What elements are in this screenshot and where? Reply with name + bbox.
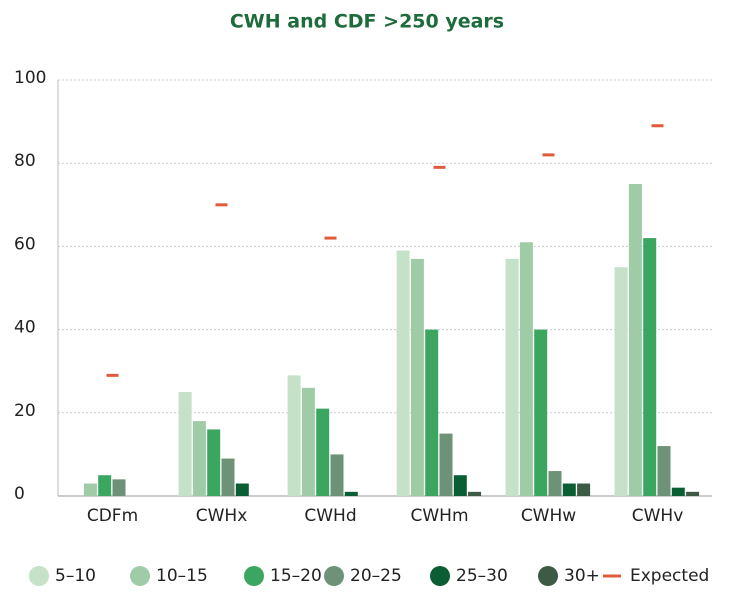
bar [344,491,358,496]
bar [628,184,642,496]
bar [221,458,235,496]
bar [396,250,410,496]
bar [192,421,206,496]
bar [453,475,467,496]
bar [468,491,482,496]
bar [178,392,192,496]
y-tick-label: 20 [14,401,36,421]
legend-swatch [324,566,344,586]
legend-swatch [538,566,558,586]
y-tick-label: 100 [14,68,46,88]
y-tick-label: 40 [14,318,36,338]
legend-swatch [130,566,150,586]
bar [410,258,424,496]
bar [562,483,576,496]
legend-swatch [29,566,49,586]
legend-label: Expected [630,566,709,586]
x-tick-label: CWHm [410,506,468,526]
chart-title: CWH and CDF >250 years [230,11,504,33]
bar [614,267,628,496]
y-tick-label: 0 [14,484,25,504]
x-tick-label: CWHv [632,506,684,526]
bar [83,483,97,496]
bar [112,479,126,496]
y-tick-label: 80 [14,151,36,171]
bar [577,483,591,496]
x-tick-label: CWHw [521,506,576,526]
bar [235,483,249,496]
bar [316,408,330,496]
legend-label: 25–30 [456,566,508,586]
bar [657,446,671,496]
bar [643,238,657,496]
legend-swatch [430,566,450,586]
bar [330,454,344,496]
bar [425,329,439,496]
legend-label: 10–15 [156,566,208,586]
bar [686,491,700,496]
bar [534,329,548,496]
x-tick-label: CWHx [196,506,248,526]
bar [505,258,519,496]
bar [519,242,533,496]
bar [671,487,685,496]
bar [287,375,301,496]
bar [439,433,453,496]
bar [207,429,221,496]
legend-label: 5–10 [55,566,96,586]
bar [98,475,112,496]
x-tick-label: CWHd [304,506,356,526]
bar [548,471,562,496]
x-tick-label: CDFm [87,506,138,526]
legend-swatch [244,566,264,586]
legend-label: 20–25 [350,566,402,586]
legend-label: 15–20 [270,566,322,586]
bar [301,387,315,496]
legend-label: 30+ [564,566,600,586]
y-tick-label: 60 [14,234,36,254]
